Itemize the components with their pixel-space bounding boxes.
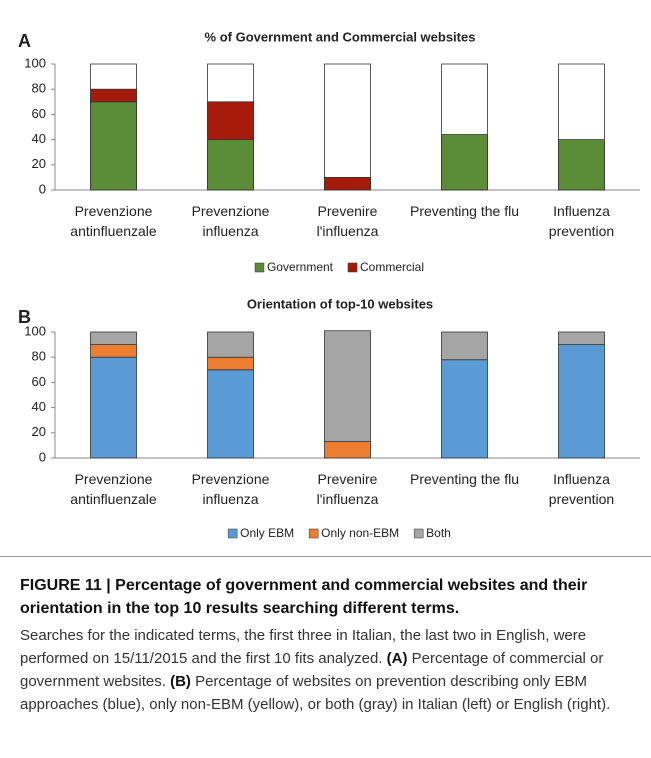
bar-segment xyxy=(558,344,605,459)
y-tick-label: 60 xyxy=(32,106,46,121)
bar-segment xyxy=(324,330,371,443)
bar-segment xyxy=(90,88,137,103)
y-tick-label: 40 xyxy=(32,131,46,146)
bar-segment xyxy=(324,176,371,191)
bar-segment xyxy=(558,139,605,191)
bar-frame xyxy=(324,63,371,191)
y-tick-label: 80 xyxy=(32,349,46,364)
bar-segment xyxy=(207,331,254,358)
legend-label: Only non-EBM xyxy=(321,526,399,540)
x-tick-label: Prevenzione antinfluenzale xyxy=(70,203,157,239)
bar-segment xyxy=(90,344,137,358)
bar-segment xyxy=(441,134,488,191)
bar-segment xyxy=(90,101,137,191)
y-tick-label: 0 xyxy=(39,449,46,464)
y-tick-label: 80 xyxy=(32,81,46,96)
bar-segment xyxy=(90,331,137,346)
x-tick-label: Prevenire l'influenza xyxy=(316,203,379,239)
x-tick-label: Influenza prevention xyxy=(548,203,615,239)
panel-label: A xyxy=(18,31,31,51)
legend-label: Government xyxy=(267,260,334,274)
legend-swatch xyxy=(347,262,358,273)
caption: FIGURE 11 | Percentage of government and… xyxy=(20,574,635,716)
bar-segment xyxy=(207,101,254,141)
bar-segment xyxy=(207,356,254,371)
legend-swatch xyxy=(254,262,265,273)
chart-title: Orientation of top-10 websites xyxy=(247,296,433,311)
bar-segment xyxy=(441,359,488,459)
y-tick-label: 40 xyxy=(32,399,46,414)
bar-segment xyxy=(207,139,254,191)
y-tick-label: 100 xyxy=(24,323,46,338)
caption-rule xyxy=(0,556,651,557)
x-tick-label: Prevenire l'influenza xyxy=(316,471,379,507)
x-tick-label: Preventing the flu xyxy=(410,203,519,219)
x-tick-label: Influenza prevention xyxy=(548,471,615,507)
y-tick-label: 0 xyxy=(39,181,46,196)
panel-label: B xyxy=(18,307,31,327)
charts: A % of Government and Commercial websites… xyxy=(18,29,640,540)
bar-segment xyxy=(558,331,605,346)
x-tick-label: Prevenzione antinfluenzale xyxy=(70,471,157,507)
bar-segment xyxy=(324,441,371,459)
legend-swatch xyxy=(227,528,238,539)
y-tick-label: 100 xyxy=(24,55,46,70)
y-tick-label: 20 xyxy=(32,156,46,171)
caption-text: Percentage of websites on prevention des… xyxy=(20,673,611,713)
legend-label: Commercial xyxy=(360,260,424,274)
bar-segment xyxy=(441,331,488,361)
caption-label: (B) xyxy=(170,673,191,690)
x-tick-label: Prevenzione influenza xyxy=(191,203,270,239)
caption-label: (A) xyxy=(386,650,408,667)
caption-title: FIGURE 11 | Percentage of government and… xyxy=(20,577,588,617)
caption-text: Searches for the indicated terms, the fi… xyxy=(20,627,587,667)
x-tick-label: Prevenzione influenza xyxy=(191,471,270,507)
x-tick-label: Preventing the flu xyxy=(410,471,519,487)
chart-title: % of Government and Commercial websites xyxy=(205,29,476,44)
legend-swatch xyxy=(413,528,424,539)
y-tick-label: 20 xyxy=(32,424,46,439)
bar-segment xyxy=(90,356,137,459)
bar-segment xyxy=(207,369,254,459)
legend-label: Both xyxy=(426,526,451,540)
legend-label: Only EBM xyxy=(240,526,294,540)
legend-swatch xyxy=(308,528,319,539)
caption-text: Percentage of commercial or government w… xyxy=(20,650,604,690)
y-tick-label: 60 xyxy=(32,374,46,389)
